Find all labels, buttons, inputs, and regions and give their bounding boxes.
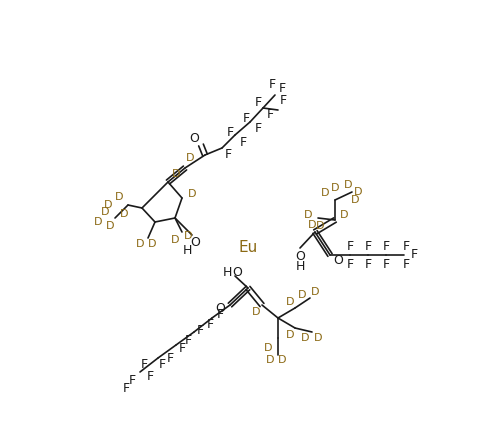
- Text: D: D: [104, 200, 112, 210]
- Text: D: D: [351, 195, 359, 205]
- Text: F: F: [402, 240, 409, 252]
- Text: F: F: [122, 381, 130, 395]
- Text: D: D: [340, 210, 348, 220]
- Text: D: D: [186, 153, 194, 163]
- Text: F: F: [364, 257, 372, 271]
- Text: O: O: [190, 236, 200, 249]
- Text: O: O: [215, 302, 225, 315]
- Text: F: F: [140, 359, 147, 372]
- Text: F: F: [268, 78, 276, 91]
- Text: F: F: [402, 257, 409, 271]
- Text: D: D: [314, 333, 322, 343]
- Text: F: F: [364, 240, 372, 252]
- Text: D: D: [344, 180, 352, 190]
- Text: F: F: [254, 95, 262, 108]
- Text: D: D: [304, 210, 312, 220]
- Text: F: F: [196, 323, 203, 336]
- Text: F: F: [382, 240, 390, 252]
- Text: F: F: [382, 257, 390, 271]
- Text: D: D: [252, 307, 260, 317]
- Text: D: D: [266, 355, 274, 365]
- Text: D: D: [316, 221, 324, 231]
- Text: F: F: [254, 121, 262, 135]
- Text: D: D: [106, 221, 114, 231]
- Text: H: H: [222, 267, 232, 280]
- Text: F: F: [216, 309, 224, 322]
- Text: D: D: [115, 192, 123, 202]
- Text: O: O: [189, 132, 199, 145]
- Text: F: F: [158, 359, 166, 372]
- Text: D: D: [298, 290, 306, 300]
- Text: D: D: [331, 183, 339, 193]
- Text: H: H: [182, 244, 192, 257]
- Text: H: H: [296, 260, 304, 273]
- Text: D: D: [171, 235, 179, 245]
- Text: D: D: [101, 207, 109, 217]
- Text: D: D: [148, 239, 156, 249]
- Text: F: F: [226, 125, 234, 139]
- Text: D: D: [136, 239, 144, 249]
- Text: D: D: [286, 297, 294, 307]
- Text: F: F: [410, 248, 418, 261]
- Text: F: F: [240, 136, 246, 149]
- Text: D: D: [278, 355, 286, 365]
- Text: Eu: Eu: [238, 240, 258, 256]
- Text: D: D: [301, 333, 309, 343]
- Text: D: D: [120, 209, 128, 219]
- Text: D: D: [311, 287, 320, 297]
- Text: O: O: [232, 265, 242, 278]
- Text: F: F: [346, 240, 354, 252]
- Text: F: F: [280, 94, 286, 107]
- Text: D: D: [354, 187, 362, 197]
- Text: F: F: [166, 351, 173, 364]
- Text: F: F: [224, 149, 232, 161]
- Text: F: F: [146, 369, 154, 383]
- Text: O: O: [295, 249, 305, 263]
- Text: F: F: [266, 108, 274, 121]
- Text: D: D: [321, 188, 329, 198]
- Text: D: D: [172, 169, 180, 179]
- Text: D: D: [94, 217, 102, 227]
- Text: F: F: [278, 82, 285, 95]
- Text: F: F: [184, 334, 192, 347]
- Text: D: D: [286, 330, 294, 340]
- Text: O: O: [333, 255, 343, 268]
- Text: F: F: [128, 373, 136, 387]
- Text: F: F: [346, 257, 354, 271]
- Text: F: F: [242, 112, 250, 124]
- Text: D: D: [308, 220, 316, 230]
- Text: F: F: [206, 318, 214, 331]
- Text: D: D: [264, 343, 272, 353]
- Text: D: D: [188, 189, 196, 199]
- Text: D: D: [184, 231, 192, 241]
- Text: F: F: [178, 342, 186, 355]
